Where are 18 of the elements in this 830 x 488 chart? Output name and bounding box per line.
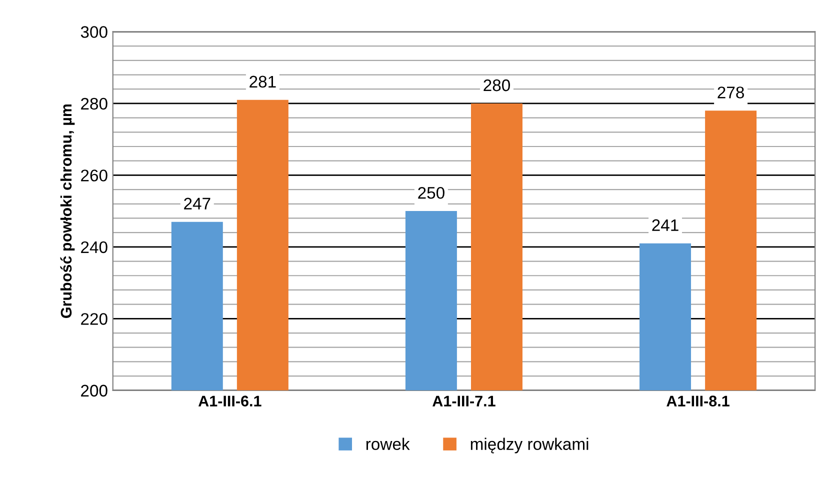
data-label: 241 (652, 219, 678, 231)
y-tick-label: 260 (81, 170, 108, 182)
data-label: 281 (250, 76, 276, 88)
legend-label: rowek (366, 438, 410, 450)
y-tick-label: 280 (81, 98, 108, 110)
data-label: 250 (418, 186, 444, 199)
x-tick-label: A1-III-8.1 (666, 396, 730, 406)
x-tick-label: A1-III-6.1 (198, 396, 262, 406)
legend-label: między rowkami (470, 438, 588, 454)
y-tick-label: 240 (81, 241, 108, 254)
x-tick-label: A1-III-7.1 (432, 396, 496, 406)
data-label: 280 (484, 79, 510, 92)
y-tick-label: 300 (80, 26, 108, 38)
y-axis-title: Grubość powłoki chromu, µm (60, 104, 75, 318)
y-tick-label: 220 (81, 313, 108, 325)
data-label: 247 (184, 198, 210, 210)
y-tick-label: 200 (81, 384, 108, 397)
data-label: 278 (718, 86, 744, 98)
